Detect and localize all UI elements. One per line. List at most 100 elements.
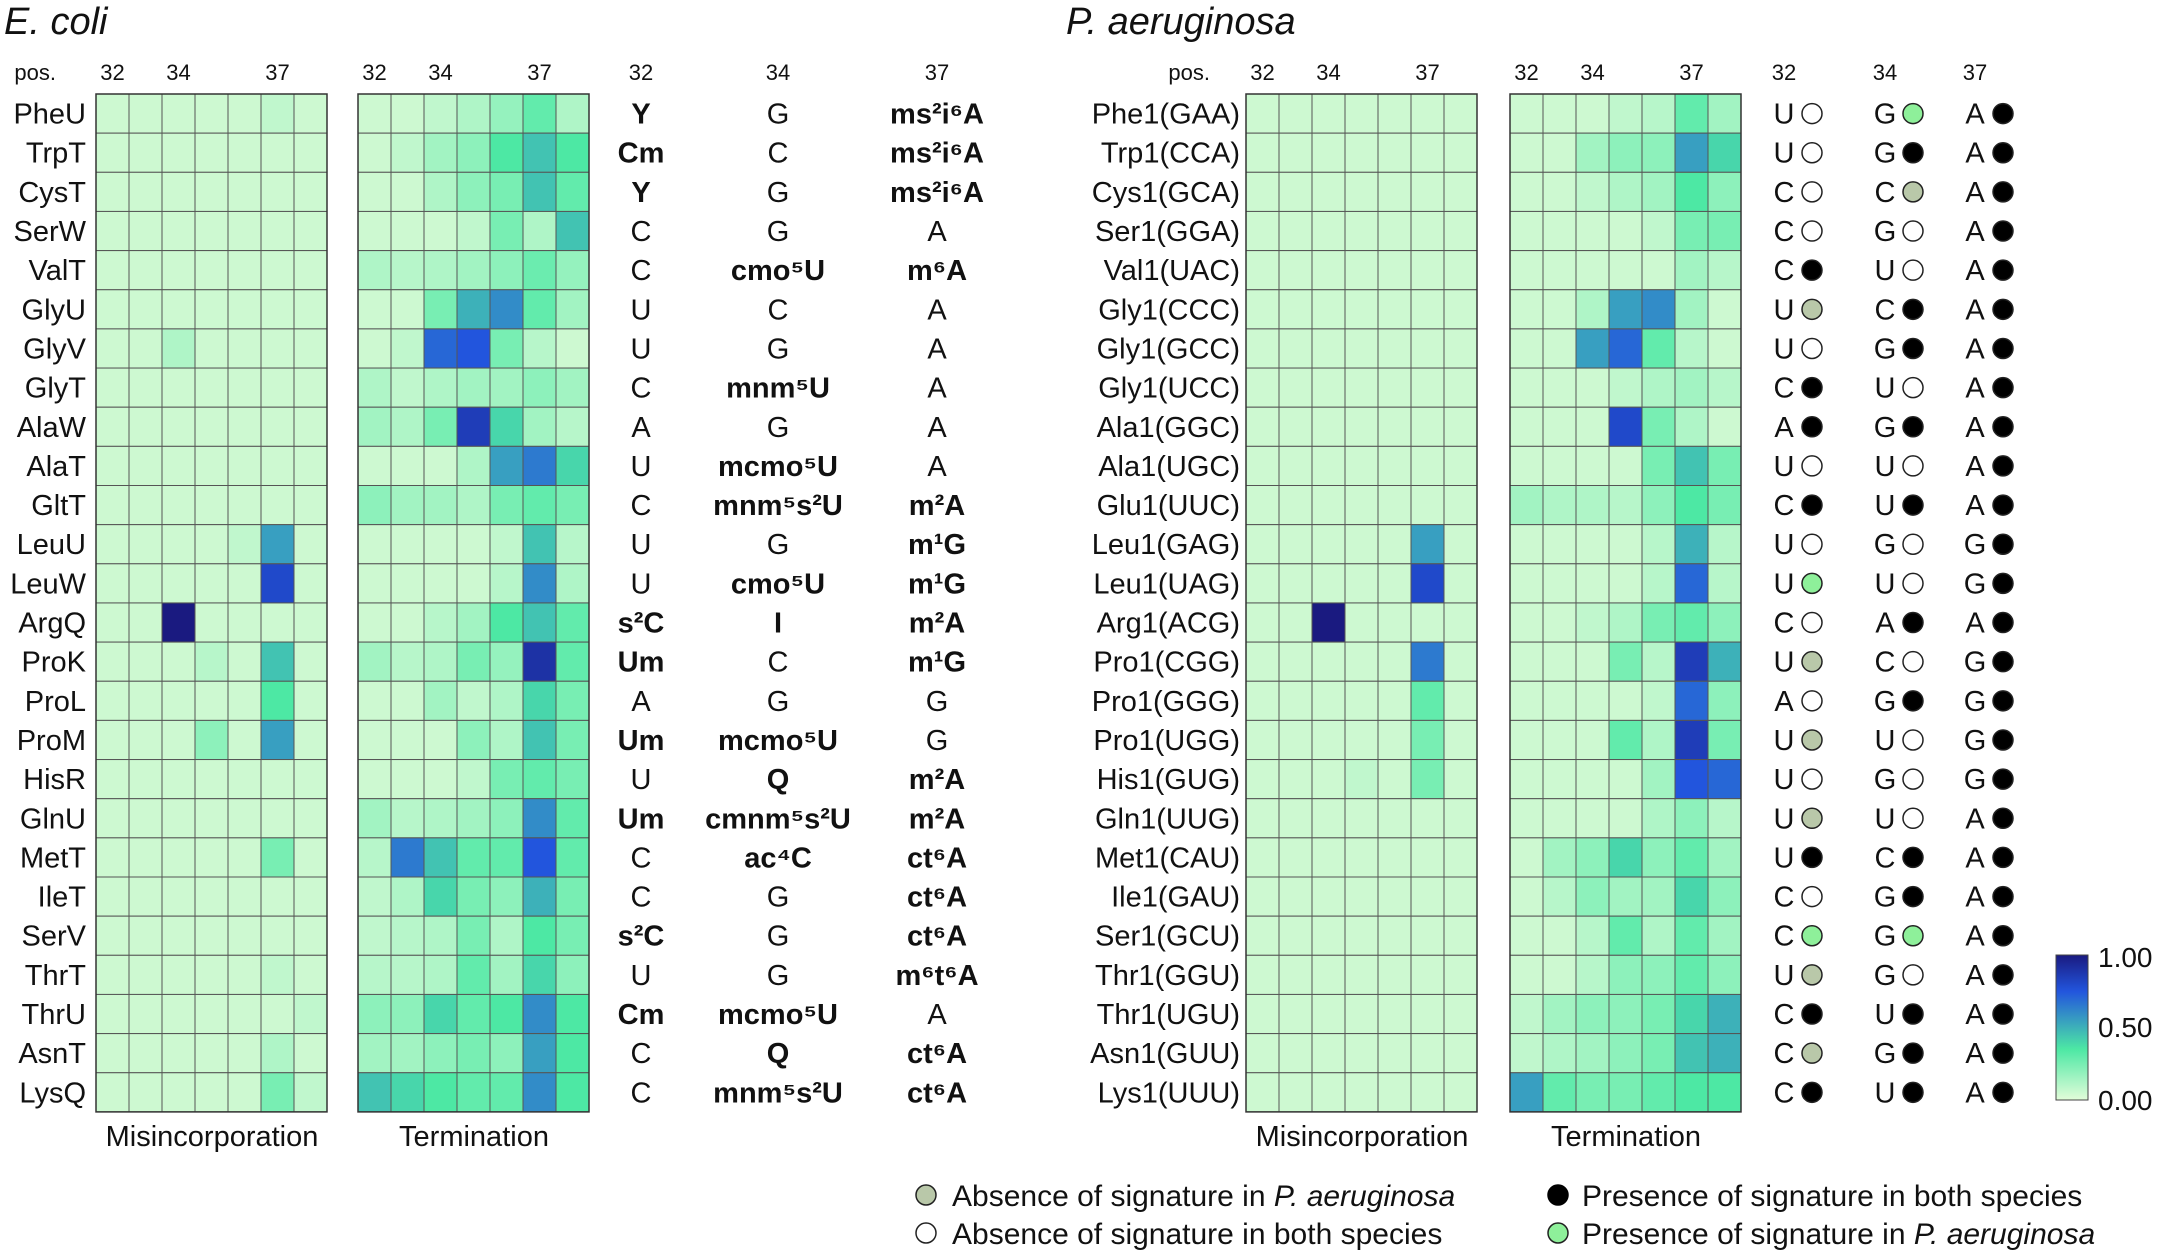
paer-term-cell bbox=[1542, 328, 1577, 369]
ecoli-mis-cell bbox=[260, 602, 295, 643]
ecoli-mis-cell bbox=[227, 563, 262, 604]
paer-term-cell bbox=[1509, 328, 1544, 369]
ecoli-row-label: AsnT bbox=[18, 1038, 86, 1070]
ecoli-mod-label: C bbox=[768, 294, 789, 326]
ecoli-term-cell bbox=[555, 837, 590, 878]
paer-mis-cell bbox=[1377, 798, 1412, 839]
paer-mis-position-tick: 32 bbox=[1250, 60, 1274, 85]
paer-mis-position-tick: 37 bbox=[1415, 60, 1439, 85]
ecoli-mis-cell bbox=[227, 641, 262, 682]
ecoli-mod-label: m²A bbox=[909, 764, 965, 796]
ecoli-mod-label: mcmo⁵U bbox=[718, 451, 838, 483]
paer-mis-cell bbox=[1344, 1033, 1379, 1074]
ecoli-term-cell bbox=[555, 367, 590, 408]
paer-mis-cell bbox=[1410, 210, 1445, 252]
legend-marker-green bbox=[1547, 1222, 1569, 1244]
paer-mis-cell bbox=[1377, 680, 1412, 721]
paer-mis-cell bbox=[1245, 798, 1280, 839]
paer-sig-nucleotide: C bbox=[1875, 294, 1896, 326]
ecoli-mis-cell bbox=[227, 915, 262, 956]
paer-mis-cell bbox=[1278, 954, 1313, 995]
paer-sig-marker-gray bbox=[1801, 807, 1823, 830]
paer-mis-cell bbox=[1443, 915, 1478, 956]
ecoli-term-cell bbox=[522, 563, 557, 604]
ecoli-term-cell bbox=[390, 915, 425, 956]
paer-mis-cell bbox=[1410, 328, 1445, 369]
ecoli-mis-cell bbox=[194, 954, 229, 995]
paer-term-cell bbox=[1641, 641, 1676, 682]
ecoli-mis-cell bbox=[128, 132, 163, 173]
ecoli-mod-label: cmnm⁵s²U bbox=[705, 803, 851, 835]
ecoli-mis-cell bbox=[95, 954, 130, 995]
paer-mis-cell bbox=[1410, 1033, 1445, 1074]
ecoli-heatmap: PheU TrpT CysT SerW ValT GlyU GlyV GlyT AlaW AlaT… bbox=[10, 60, 590, 1113]
paer-row-label: Gly1(UCC) bbox=[1098, 373, 1240, 405]
ecoli-mod-label: Q bbox=[767, 764, 790, 796]
paer-sig-marker-black bbox=[1992, 924, 2014, 947]
paer-term-cell bbox=[1641, 367, 1676, 408]
ecoli-mod-label: G bbox=[767, 99, 790, 131]
paer-sig-marker-black bbox=[1992, 455, 2014, 477]
ecoli-term-cell bbox=[423, 876, 458, 917]
paer-mis-cell bbox=[1377, 445, 1412, 487]
paer-term-cell bbox=[1641, 132, 1676, 173]
paer-term-cell bbox=[1575, 680, 1610, 721]
paer-row-label: Gln1(UUG) bbox=[1095, 803, 1240, 835]
paer-mis-cell bbox=[1377, 406, 1412, 447]
paer-term-cell bbox=[1674, 798, 1709, 839]
ecoli-mis-cell bbox=[260, 1033, 295, 1074]
paer-mis-cell bbox=[1278, 1033, 1313, 1074]
paer-term-cell bbox=[1674, 485, 1709, 526]
paer-sig-nucleotide: A bbox=[1965, 1038, 1985, 1070]
ecoli-term-cell bbox=[522, 367, 557, 408]
paer-term-cell bbox=[1674, 210, 1709, 252]
paer-mis-cell bbox=[1344, 367, 1379, 408]
paer-mis-cell bbox=[1377, 837, 1412, 878]
paer-term-cell bbox=[1575, 367, 1610, 408]
paer-term-cell bbox=[1608, 759, 1643, 800]
paer-mis-cell bbox=[1344, 993, 1379, 1035]
paer-row-label: Asn1(GUU) bbox=[1090, 1038, 1240, 1070]
paer-row-label: Leu1(GAG) bbox=[1092, 529, 1240, 561]
ecoli-mis-cell bbox=[95, 680, 130, 721]
paer-mis-cell bbox=[1410, 602, 1445, 643]
ecoli-term-cell bbox=[456, 210, 491, 252]
paer-mis-cell bbox=[1344, 93, 1379, 134]
paer-mis-cell bbox=[1410, 563, 1445, 604]
ecoli-term-cell bbox=[489, 93, 524, 134]
ecoli-mis-cell bbox=[260, 1072, 295, 1113]
paer-sig-marker-black bbox=[1992, 102, 2014, 125]
paer-sig-marker-black bbox=[1902, 494, 1924, 516]
paer-mis-cell bbox=[1311, 1033, 1346, 1074]
paer-term-cell bbox=[1509, 876, 1544, 917]
paer-sig-marker-black bbox=[1992, 416, 2014, 438]
paer-mis-cell bbox=[1311, 524, 1346, 565]
paer-term-cell bbox=[1707, 524, 1742, 565]
ecoli-term-cell bbox=[357, 876, 392, 917]
paer-term-cell bbox=[1575, 250, 1610, 291]
ecoli-mis-cell bbox=[128, 289, 163, 330]
paer-sig-marker-open bbox=[1902, 964, 1924, 986]
paer-term-cell bbox=[1707, 1033, 1742, 1074]
ecoli-term-cell bbox=[489, 250, 524, 291]
ecoli-mis-cell bbox=[260, 524, 295, 565]
ecoli-mis-cell bbox=[194, 445, 229, 487]
paer-sig-marker-black bbox=[1992, 611, 2014, 634]
ecoli-mis-cell bbox=[95, 250, 130, 291]
paer-mis-cell bbox=[1377, 328, 1412, 369]
ecoli-term-cell bbox=[390, 876, 425, 917]
paer-sig-marker-gray bbox=[1801, 1042, 1823, 1064]
paer-term-cell bbox=[1608, 524, 1643, 565]
ecoli-mis-cell bbox=[194, 1033, 229, 1074]
paer-sig-marker-black bbox=[1992, 337, 2014, 360]
ecoli-mis-cell bbox=[293, 759, 328, 800]
paer-mis-cell bbox=[1377, 93, 1412, 134]
ecoli-mod-label: C bbox=[768, 647, 789, 679]
paer-term-cell bbox=[1674, 367, 1709, 408]
paer-sig-marker-gray bbox=[1801, 298, 1823, 321]
paer-mis-cell bbox=[1278, 993, 1313, 1035]
ecoli-term-cell bbox=[555, 289, 590, 330]
ecoli-term-cell bbox=[456, 132, 491, 173]
ecoli-mis-cell bbox=[227, 837, 262, 878]
paer-mis-cell bbox=[1344, 563, 1379, 604]
